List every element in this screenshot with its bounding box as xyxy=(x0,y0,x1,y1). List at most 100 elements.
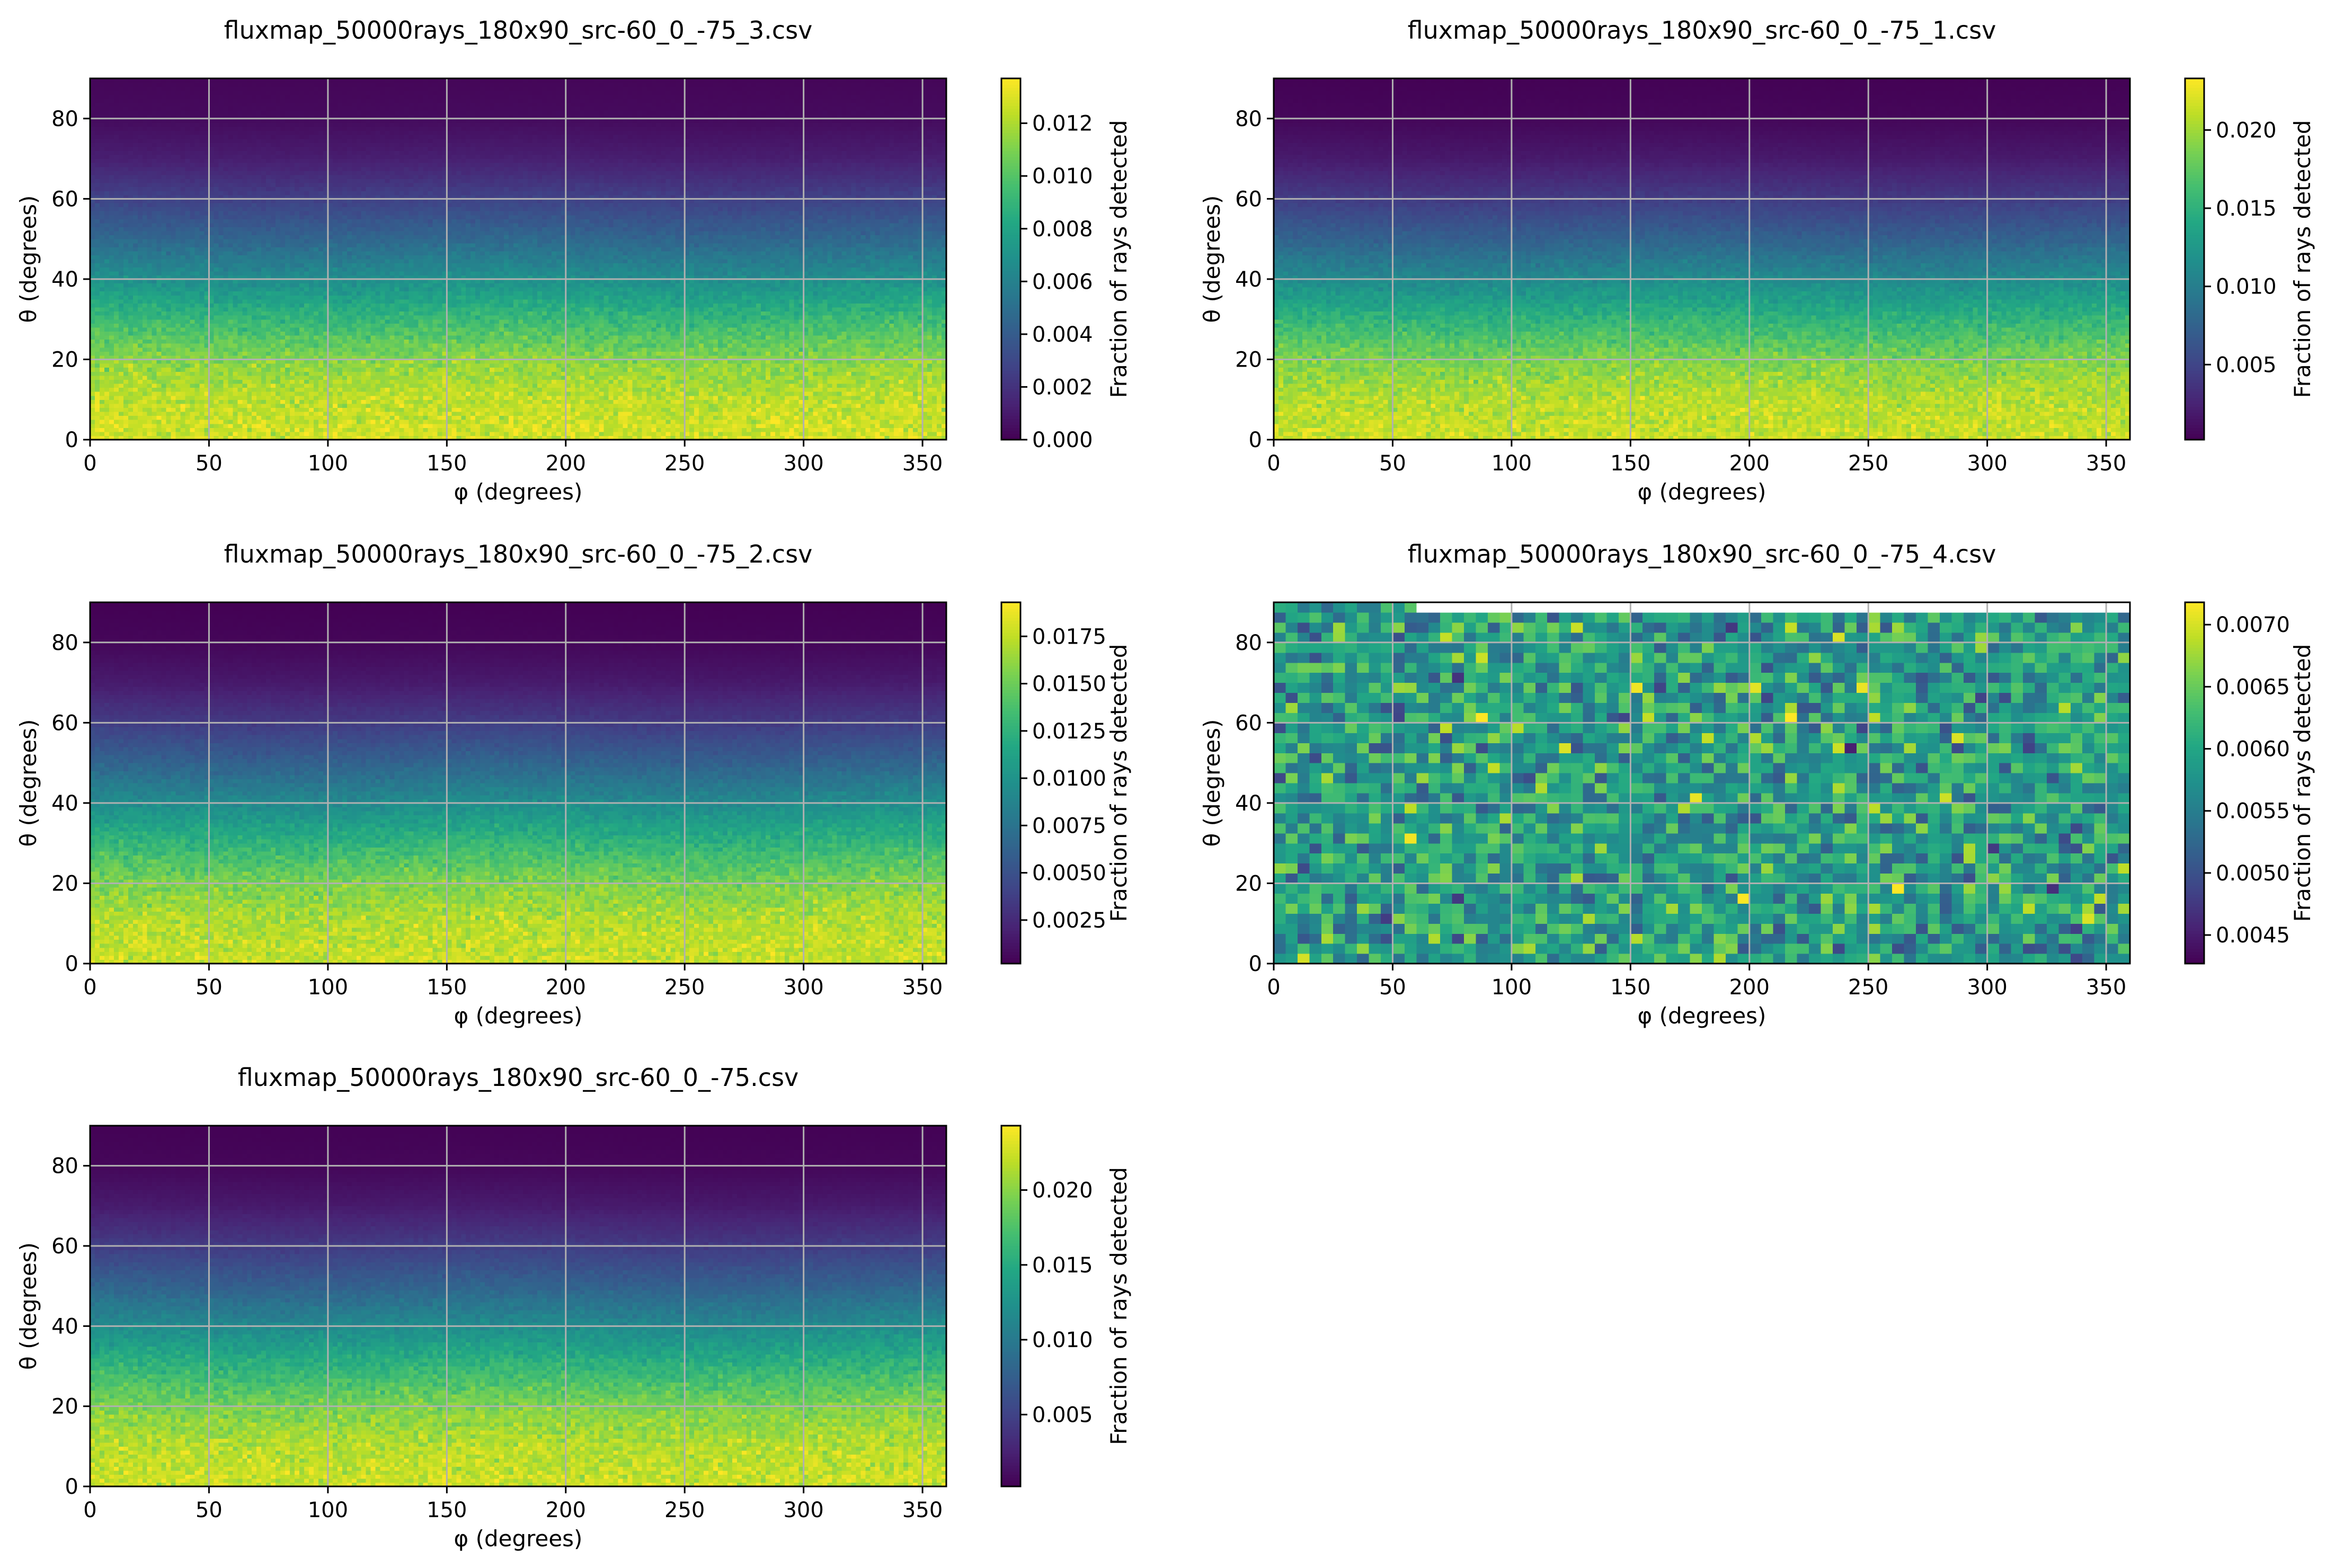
heatmap-cell xyxy=(285,432,290,436)
heatmap-cell xyxy=(851,420,856,424)
heatmap-cell xyxy=(395,432,400,436)
heatmap-cell xyxy=(590,420,595,424)
heatmap-cell xyxy=(699,416,704,420)
heatmap-cell xyxy=(832,424,838,428)
heatmap-cell xyxy=(428,424,433,428)
heatmap-cell xyxy=(575,424,581,428)
heatmap-cell xyxy=(138,416,143,420)
heatmap-cell xyxy=(470,416,476,420)
heatmap-cell xyxy=(95,424,100,428)
heatmap-cell xyxy=(432,432,438,436)
heatmap-cell xyxy=(100,420,105,424)
heatmap-cell xyxy=(556,424,562,428)
heatmap-cell xyxy=(851,427,856,432)
heatmap-cell xyxy=(385,420,390,424)
heatmap-cell xyxy=(580,416,585,420)
heatmap-cell xyxy=(128,432,134,436)
heatmap-cell xyxy=(618,424,624,428)
heatmap-cell xyxy=(266,427,271,432)
heatmap-cell xyxy=(138,424,143,428)
heatmap-cell xyxy=(171,432,176,436)
heatmap-cell xyxy=(860,420,866,424)
heatmap-cell xyxy=(451,427,457,432)
heatmap-cell xyxy=(623,424,628,428)
heatmap-cell xyxy=(547,424,552,428)
heatmap-cell xyxy=(737,424,742,428)
heatmap-cell xyxy=(585,432,590,436)
heatmap-cell xyxy=(247,424,252,428)
heatmap-cell xyxy=(747,416,752,420)
heatmap-cell xyxy=(366,416,371,420)
heatmap-cell xyxy=(304,416,309,420)
heatmap-cell xyxy=(761,420,766,424)
heatmap-cell xyxy=(385,427,390,432)
heatmap-cell xyxy=(109,432,114,436)
heatmap-cell xyxy=(276,416,281,420)
heatmap-cell xyxy=(632,427,637,432)
heatmap-cell xyxy=(651,420,656,424)
heatmap-cell xyxy=(908,420,913,424)
heatmap-cell xyxy=(651,424,656,428)
heatmap-cell xyxy=(742,427,747,432)
heatmap-cell xyxy=(742,420,747,424)
heatmap-cell xyxy=(742,416,747,420)
heatmap-cell xyxy=(218,416,224,420)
heatmap-cell xyxy=(689,424,695,428)
heatmap-cell xyxy=(138,420,143,424)
heatmap-cell xyxy=(418,424,423,428)
heatmap-cell xyxy=(304,427,309,432)
heatmap-cell xyxy=(437,432,442,436)
heatmap-cell xyxy=(542,424,547,428)
heatmap-cell xyxy=(195,424,200,428)
heatmap-cell xyxy=(461,420,466,424)
heatmap-cell xyxy=(271,427,276,432)
heatmap-cell xyxy=(509,424,514,428)
heatmap-cell xyxy=(304,432,309,436)
heatmap-cell xyxy=(299,416,305,420)
heatmap-cell xyxy=(694,416,699,420)
heatmap-cell xyxy=(352,416,357,420)
heatmap-cell xyxy=(138,432,143,436)
heatmap-cell xyxy=(614,427,619,432)
heatmap-cell xyxy=(590,416,595,420)
heatmap-cell xyxy=(190,427,196,432)
heatmap-cell xyxy=(347,432,352,436)
heatmap-cell xyxy=(627,424,633,428)
heatmap-cell xyxy=(642,416,647,420)
heatmap-cell xyxy=(428,420,433,424)
heatmap-cell xyxy=(470,420,476,424)
heatmap-cell xyxy=(485,424,490,428)
heatmap-cell xyxy=(380,427,386,432)
heatmap-cell xyxy=(785,420,790,424)
heatmap-cell xyxy=(665,416,671,420)
heatmap-cell xyxy=(832,427,838,432)
heatmap-cell xyxy=(338,432,343,436)
heatmap-cell xyxy=(413,416,419,420)
heatmap-cell xyxy=(528,432,533,436)
heatmap-cell xyxy=(599,420,605,424)
heatmap-cell xyxy=(932,420,937,424)
heatmap-cell xyxy=(713,427,718,432)
heatmap-cell xyxy=(494,416,500,420)
heatmap-cell xyxy=(171,416,176,420)
heatmap-cell xyxy=(499,420,504,424)
heatmap-cell xyxy=(218,432,224,436)
heatmap-cell xyxy=(318,427,324,432)
heatmap-cell xyxy=(133,427,138,432)
heatmap-cell xyxy=(637,416,642,420)
heatmap-cell xyxy=(104,424,110,428)
heatmap-cell xyxy=(580,432,585,436)
heatmap-cell xyxy=(309,427,314,432)
heatmap-cell xyxy=(218,424,224,428)
heatmap-cell xyxy=(252,420,257,424)
heatmap-cell xyxy=(233,420,238,424)
heatmap-cell xyxy=(809,424,814,428)
heatmap-cell xyxy=(766,420,771,424)
heatmap-cell xyxy=(114,416,119,420)
heatmap-cell xyxy=(761,432,766,436)
heatmap-cell xyxy=(523,416,528,420)
heatmap-cell xyxy=(285,424,290,428)
heatmap-cell xyxy=(856,424,861,428)
heatmap-cell xyxy=(708,420,714,424)
heatmap-cell xyxy=(552,424,557,428)
